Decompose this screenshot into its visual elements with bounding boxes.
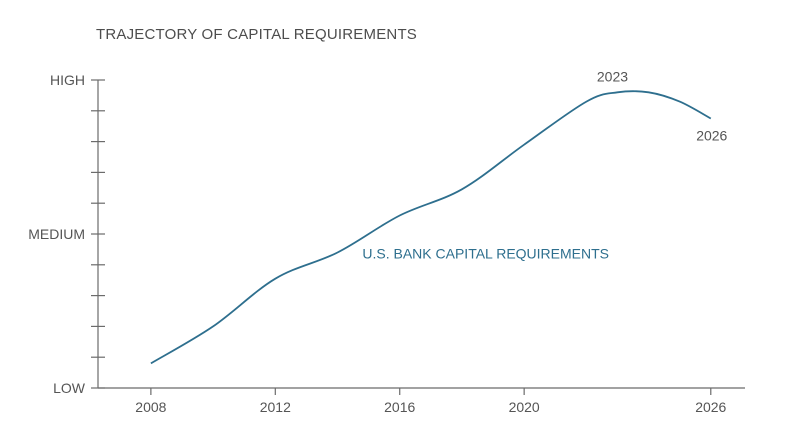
- x-tick-label: 2016: [384, 399, 415, 415]
- y-tick-label: MEDIUM: [28, 226, 85, 242]
- series-line: [150, 90, 712, 365]
- annotation-label: 2026: [696, 128, 727, 144]
- x-tick-label: 2008: [135, 399, 166, 415]
- chart-title: TRAJECTORY OF CAPITAL REQUIREMENTS: [96, 26, 418, 43]
- x-tick-label: 2026: [695, 399, 726, 415]
- y-tick-label: LOW: [53, 380, 86, 396]
- x-tick-label: 2012: [260, 399, 291, 415]
- y-tick-label: HIGH: [50, 72, 85, 88]
- series-label: U.S. BANK CAPITAL REQUIREMENTS: [362, 246, 609, 262]
- x-tick-label: 2020: [509, 399, 540, 415]
- annotation-label: 2023: [597, 68, 628, 84]
